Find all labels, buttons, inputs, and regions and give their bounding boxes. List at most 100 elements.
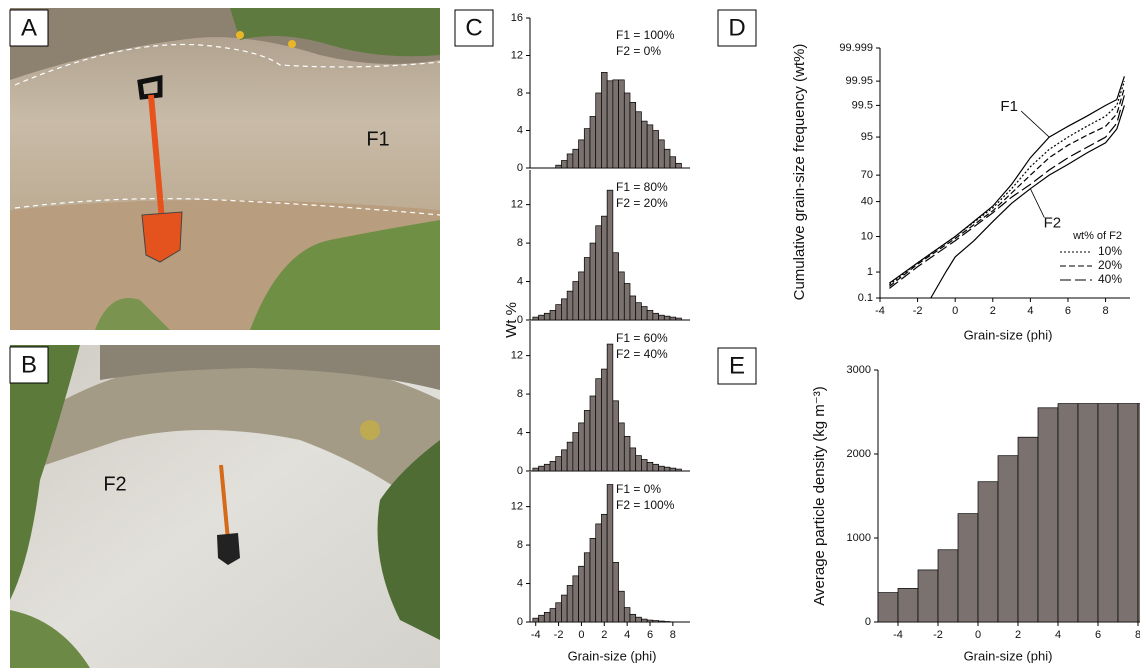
annotation: F1 = 100% <box>616 28 675 42</box>
x-tick-label: 6 <box>1065 305 1071 317</box>
x-tick-label: 6 <box>1095 629 1101 641</box>
bar <box>595 225 602 321</box>
x-tick-label: 2 <box>601 629 607 641</box>
bar <box>572 148 579 169</box>
bar <box>669 467 677 472</box>
bar <box>675 317 682 321</box>
panel-box <box>454 9 494 47</box>
series-line <box>930 105 1125 299</box>
bar <box>1017 436 1039 623</box>
bar <box>618 271 625 321</box>
series-line <box>889 80 1125 286</box>
bar <box>1117 403 1139 623</box>
y-tick-label: 99.999 <box>839 42 873 54</box>
bar <box>601 513 608 623</box>
bar <box>549 461 557 472</box>
bar <box>635 455 642 472</box>
y-tick-label: 70 <box>861 169 873 181</box>
bar <box>572 575 579 623</box>
bar <box>629 102 637 169</box>
bar <box>641 618 648 623</box>
bar <box>1077 403 1099 623</box>
annotation: F1 = 0% <box>616 482 661 496</box>
bar <box>937 549 959 623</box>
bar <box>618 422 625 472</box>
bar <box>561 449 568 472</box>
annotation: F1 = 80% <box>616 180 668 194</box>
bar <box>589 537 597 623</box>
bar <box>629 447 637 472</box>
bar <box>629 613 637 623</box>
bar <box>543 612 551 623</box>
bar <box>612 400 619 472</box>
bar <box>538 314 545 321</box>
bar <box>658 620 665 623</box>
bar <box>612 79 619 169</box>
bar <box>578 565 585 623</box>
bar <box>566 153 574 169</box>
bar <box>612 562 619 623</box>
bar <box>595 92 602 169</box>
y-tick-label: 8 <box>517 539 523 551</box>
x-tick-label: 4 <box>1027 305 1033 317</box>
bar <box>555 456 562 472</box>
bar <box>549 310 557 321</box>
x-tick-label: -4 <box>531 629 541 641</box>
bar <box>578 139 585 169</box>
bars <box>532 343 682 472</box>
y-tick-label: 12 <box>511 350 523 362</box>
y-tick-label: 12 <box>511 49 523 61</box>
bar <box>589 395 597 472</box>
bar <box>583 552 591 623</box>
y-tick-label: 2000 <box>847 448 871 460</box>
panel-label: E <box>729 352 745 379</box>
bar <box>561 160 568 169</box>
x-axis-label: Grain-size (phi) <box>964 327 1053 342</box>
bar <box>652 312 659 321</box>
bar <box>669 156 677 169</box>
series-line <box>889 94 1125 289</box>
bar <box>623 436 631 472</box>
annotation: F1 = 60% <box>616 331 668 345</box>
x-tick-label: 8 <box>1103 305 1109 317</box>
leader-line <box>1020 110 1050 138</box>
bars <box>532 484 671 623</box>
y-tick-label: 10 <box>861 230 873 242</box>
y-tick-label: 0.1 <box>858 292 873 304</box>
bar <box>532 617 539 623</box>
y-tick-label: 8 <box>517 388 523 400</box>
bar <box>658 139 665 169</box>
bar <box>641 306 648 321</box>
bar <box>578 271 585 321</box>
legend-label: 40% <box>1098 272 1122 286</box>
y-tick-label: 99.95 <box>845 75 873 87</box>
bar <box>561 298 568 321</box>
bar <box>1137 403 1140 623</box>
bar <box>606 80 614 169</box>
bar <box>658 465 665 472</box>
bar <box>532 467 539 472</box>
panel-label: D <box>728 14 745 41</box>
y-tick-label: 16 <box>511 12 523 24</box>
y-tick-label: 95 <box>861 131 873 143</box>
bar <box>601 215 608 321</box>
bar <box>957 513 979 623</box>
x-tick-label: 8 <box>1135 629 1140 641</box>
y-tick-label: 4 <box>517 124 523 136</box>
bar <box>658 314 665 321</box>
x-tick-label: 4 <box>624 629 630 641</box>
bar <box>532 316 539 321</box>
bar <box>583 257 591 321</box>
bar <box>675 162 682 169</box>
bar <box>646 619 654 623</box>
bar <box>623 92 631 169</box>
bar <box>583 128 591 169</box>
x-tick-label: -4 <box>893 629 903 641</box>
bar <box>652 463 659 472</box>
photo-b <box>10 345 440 668</box>
y-tick-label: 12 <box>511 199 523 211</box>
bar <box>663 148 671 169</box>
leader-line <box>1030 188 1045 218</box>
x-tick-label: -2 <box>554 629 564 641</box>
bar <box>997 455 1019 623</box>
